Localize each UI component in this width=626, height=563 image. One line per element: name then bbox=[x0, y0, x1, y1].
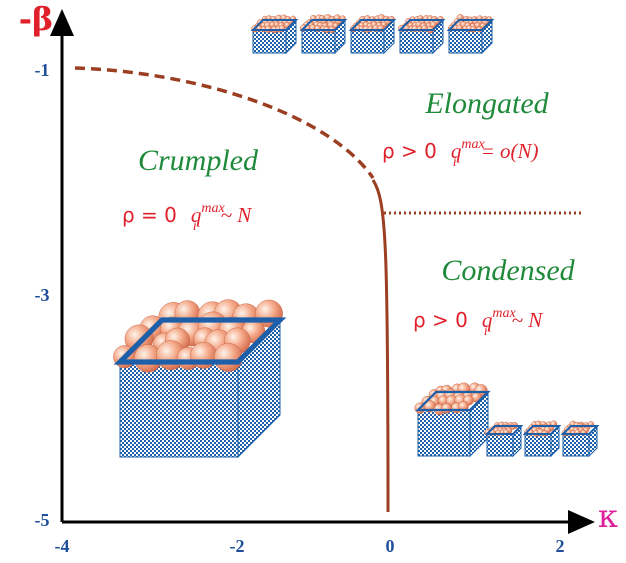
x-tick-label: -2 bbox=[230, 536, 245, 556]
sub: i bbox=[453, 155, 457, 170]
rho: ρ > 0 bbox=[382, 139, 437, 163]
y-tick-label: -1 bbox=[35, 60, 50, 80]
basket-front bbox=[525, 434, 551, 456]
sub: i bbox=[193, 219, 197, 234]
basket-front bbox=[418, 410, 470, 456]
x-tick-label: 2 bbox=[556, 536, 565, 556]
rel: ~ N bbox=[221, 203, 253, 227]
basket-front bbox=[487, 434, 513, 456]
basket-front bbox=[253, 30, 286, 53]
rel: = o(N) bbox=[481, 139, 539, 163]
ball bbox=[442, 403, 452, 413]
basket-front bbox=[449, 30, 482, 53]
basket-front bbox=[302, 30, 335, 53]
y-tick-label: -5 bbox=[35, 510, 50, 530]
baskets bbox=[113, 14, 597, 457]
y-axis-label: -β bbox=[19, 0, 54, 38]
basket-front bbox=[351, 30, 384, 53]
x-tick-label: 0 bbox=[386, 536, 395, 556]
x-axis-label: κ bbox=[598, 497, 618, 535]
basket-front bbox=[120, 362, 238, 457]
region-label: Elongated bbox=[424, 87, 549, 120]
ball bbox=[214, 343, 242, 371]
rel: ~ N bbox=[512, 308, 544, 332]
basket-front bbox=[563, 434, 589, 456]
basket-front bbox=[400, 30, 433, 53]
region-label: Crumpled bbox=[138, 144, 259, 177]
region-label: Condensed bbox=[441, 254, 575, 287]
condensation-boundary bbox=[373, 180, 388, 512]
rho: ρ = 0 bbox=[122, 203, 177, 227]
phase-diagram: -β κ -1 -3 -5 -4 -2 0 2 Elongated ρ > 0q… bbox=[0, 0, 626, 563]
y-tick-label: -3 bbox=[35, 285, 50, 305]
x-tick-label: -4 bbox=[55, 536, 70, 556]
rho: ρ > 0 bbox=[413, 308, 468, 332]
sub: i bbox=[484, 324, 488, 339]
